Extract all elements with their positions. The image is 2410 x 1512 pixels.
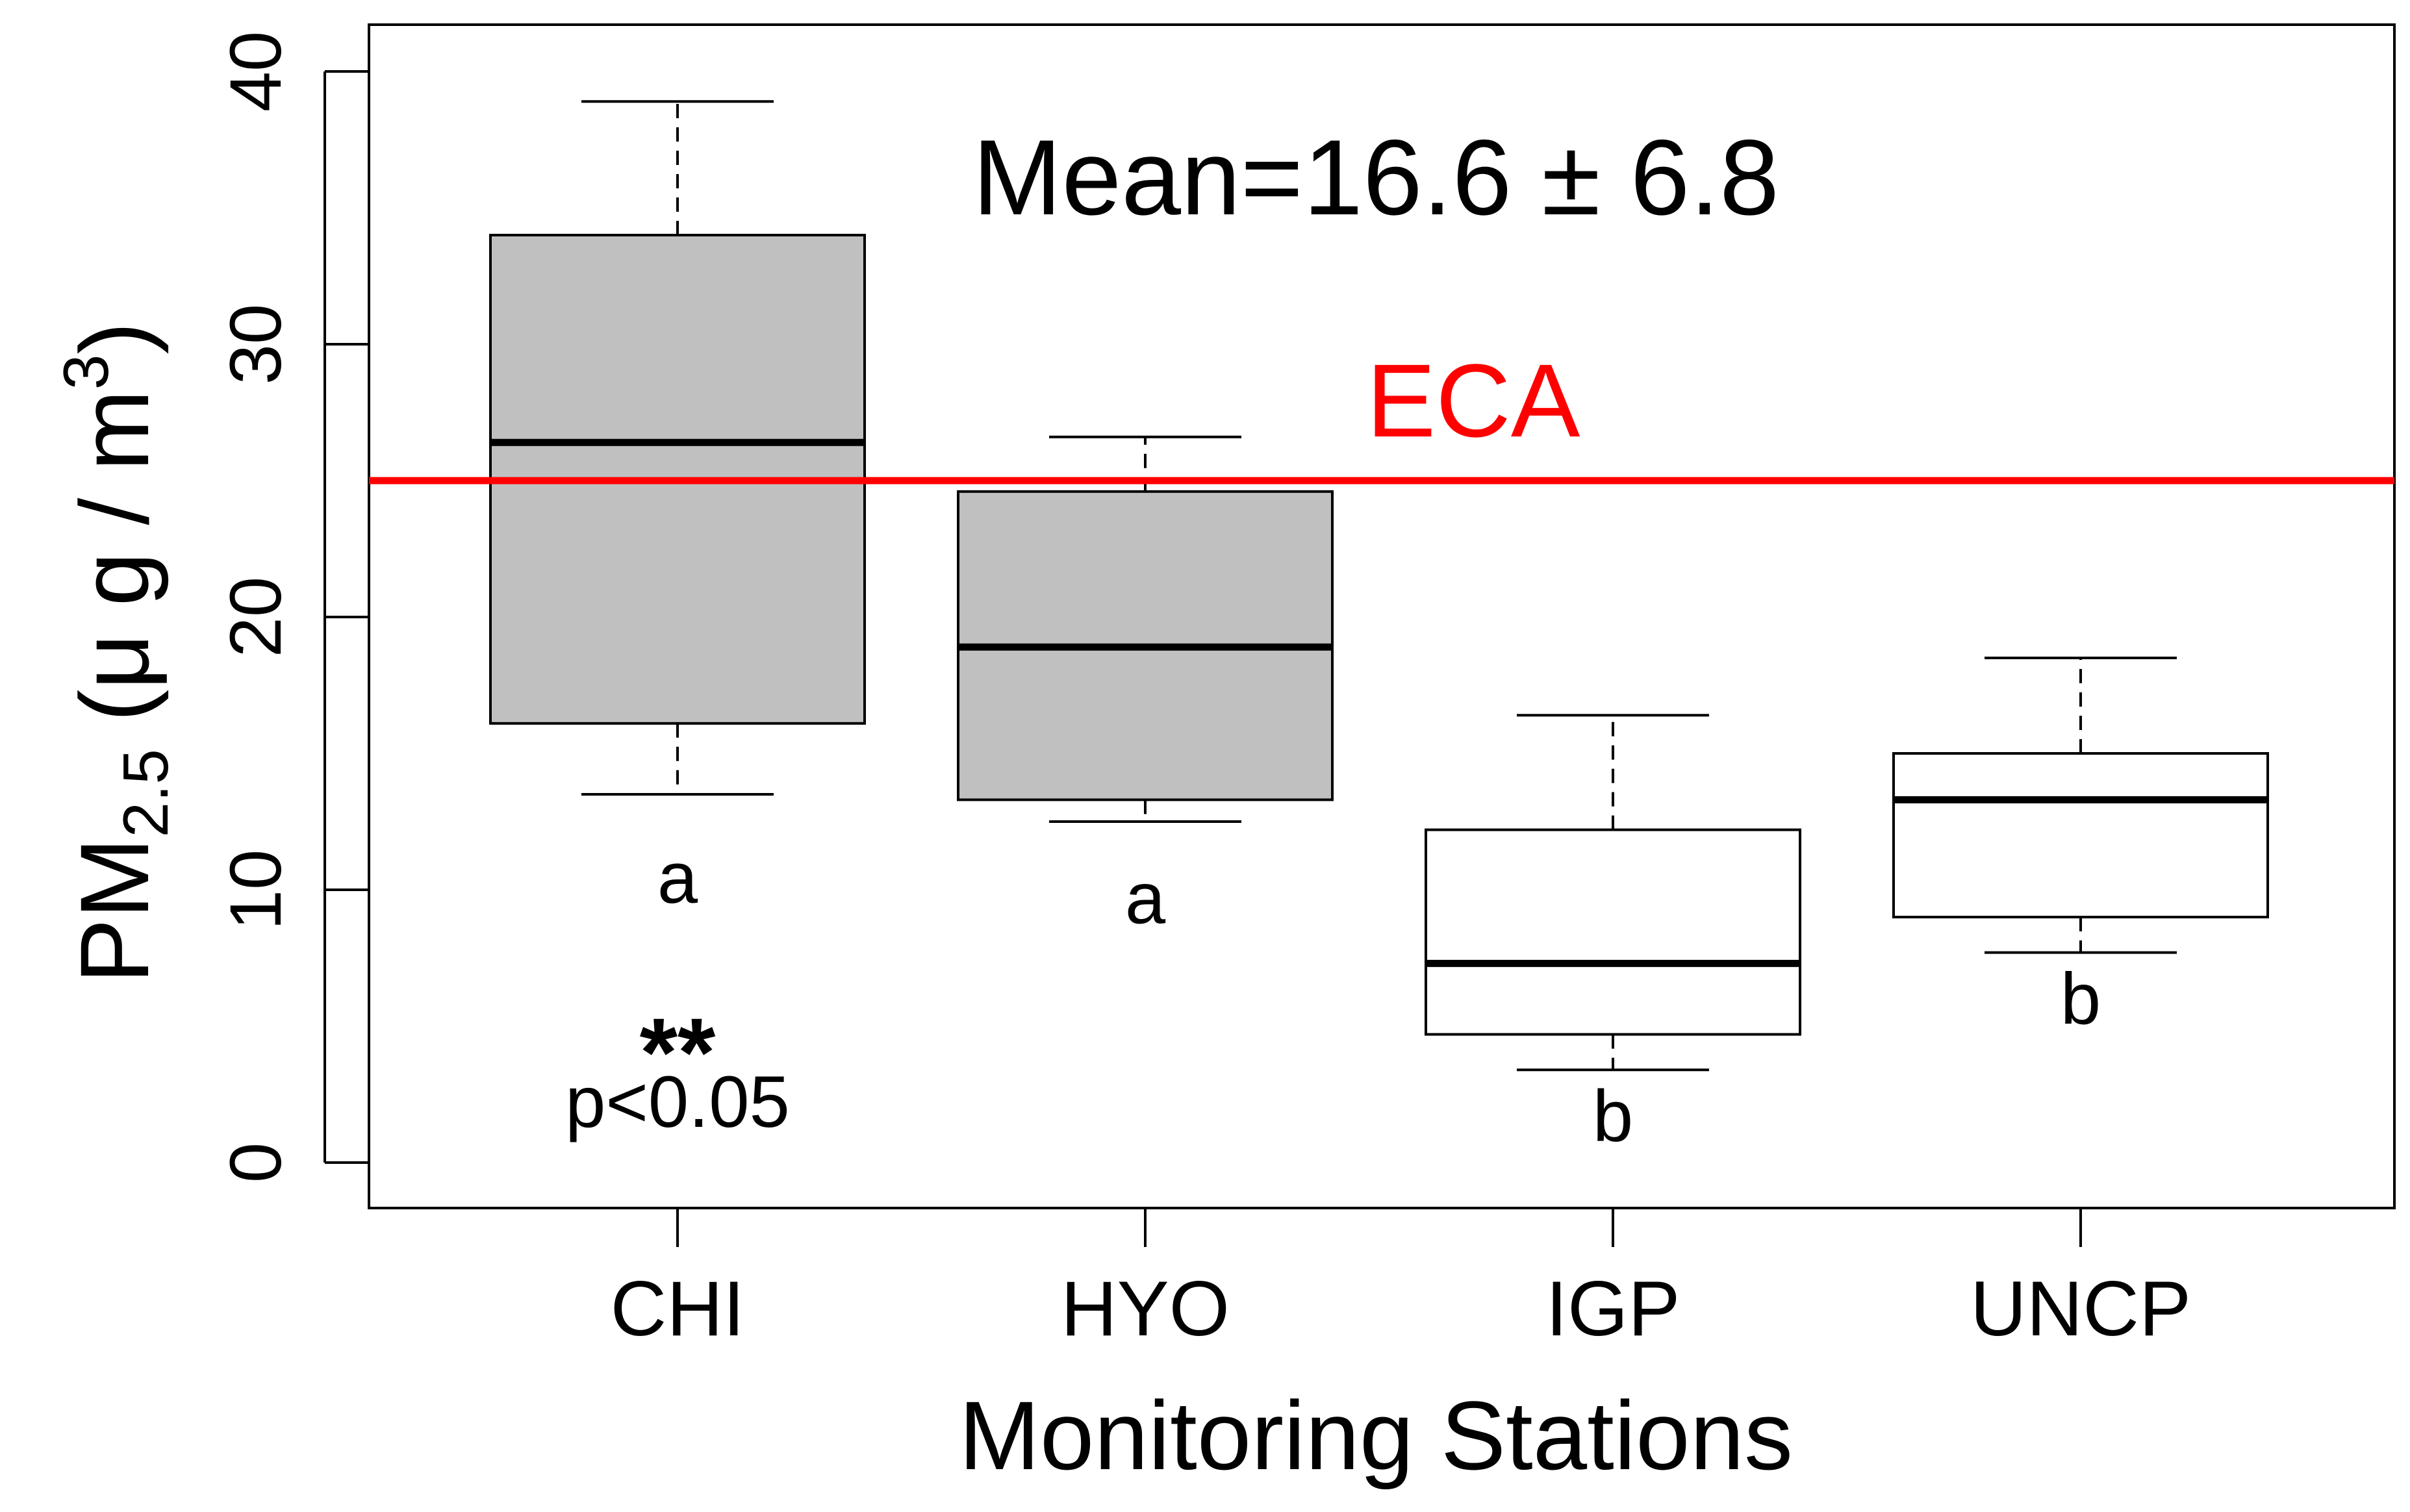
mean-annotation: Mean=16.6 ± 6.8 <box>972 118 1779 237</box>
boxes-layer: a a b b <box>489 100 2269 1157</box>
group-letter: b <box>1593 1076 1633 1157</box>
axes-layer: 0 10 20 30 40 CHI HYO IGP UNCP <box>215 23 2396 1352</box>
text-layer: Mean=16.6 ± 6.8 ECA ** p<0.05 Monitoring… <box>50 118 1793 1490</box>
y-tick-label: 40 <box>215 31 296 112</box>
significance-pvalue: p<0.05 <box>565 1061 790 1142</box>
y-axis-title: PM2.5 (μ g / m3) <box>50 322 181 984</box>
group-letter: a <box>1125 857 1166 939</box>
y-tick-label: 30 <box>215 304 296 385</box>
y-tick-label: 10 <box>215 850 296 931</box>
y-axis-title-superscript: 3 <box>50 355 121 390</box>
x-tick-label: UNCP <box>1970 1265 2191 1352</box>
box-chi: a <box>489 100 866 918</box>
box-hyo: a <box>957 435 1334 939</box>
group-letter: a <box>657 837 698 918</box>
iqr-box <box>1425 828 1801 1036</box>
group-letter: b <box>2061 959 2101 1040</box>
x-tick-label: IGP <box>1546 1265 1681 1352</box>
x-tick-label: CHI <box>611 1265 745 1352</box>
box-igp: b <box>1425 714 1801 1157</box>
y-tick-label: 20 <box>215 577 296 658</box>
y-axis-title-subscript: 2.5 <box>110 749 181 837</box>
y-axis-title-unit-close: ) <box>60 322 169 355</box>
iqr-box <box>1892 752 2269 918</box>
y-tick-label: 0 <box>215 1142 296 1183</box>
x-axis-title: Monitoring Stations <box>959 1381 1793 1490</box>
box-uncp: b <box>1892 657 2269 1040</box>
significance-stars: ** <box>640 998 716 1107</box>
x-tick-label: HYO <box>1061 1265 1230 1352</box>
reference-line-label: ECA <box>1367 342 1580 459</box>
y-axis-title-main: PM <box>60 837 169 983</box>
y-axis-title-unit: (μ g / m <box>60 390 169 749</box>
